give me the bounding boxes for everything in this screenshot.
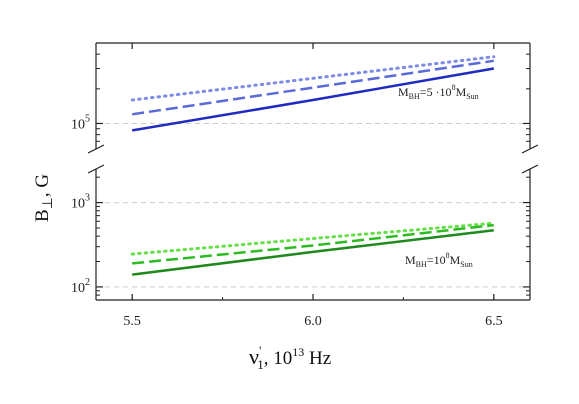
series-upper-dashed (132, 59, 494, 116)
y-axis-title: B⊥, G (32, 174, 56, 222)
x-axis-title: ν' 1, 1013 Hz (249, 343, 331, 372)
axis-break-right (521, 144, 539, 174)
series-upper-dotted (130, 55, 496, 102)
ticks (96, 43, 530, 300)
series-lower-dotted (130, 221, 496, 256)
series (130, 55, 496, 276)
x-tick-label-0: 5.5 (123, 314, 141, 329)
series-upper-solid (131, 67, 495, 132)
annotation-lower: MBH=108MSun (405, 251, 473, 269)
y-tick-label-upper-0: 105 (71, 113, 90, 132)
x-tick-label-1: 6.0 (304, 314, 322, 329)
annotation-upper: MBH=5 ·108MSun (398, 83, 479, 101)
tick-labels: 5.5 6.0 6.5 105 102 103 (71, 113, 503, 329)
series-lower-solid (132, 228, 494, 276)
y-tick-label-lower-0: 102 (71, 277, 90, 296)
y-tick-label-lower-1: 103 (71, 193, 90, 212)
x-tick-label-2: 6.5 (485, 314, 503, 329)
axis-break-left (87, 144, 105, 174)
series-lower-dashed (132, 223, 494, 265)
